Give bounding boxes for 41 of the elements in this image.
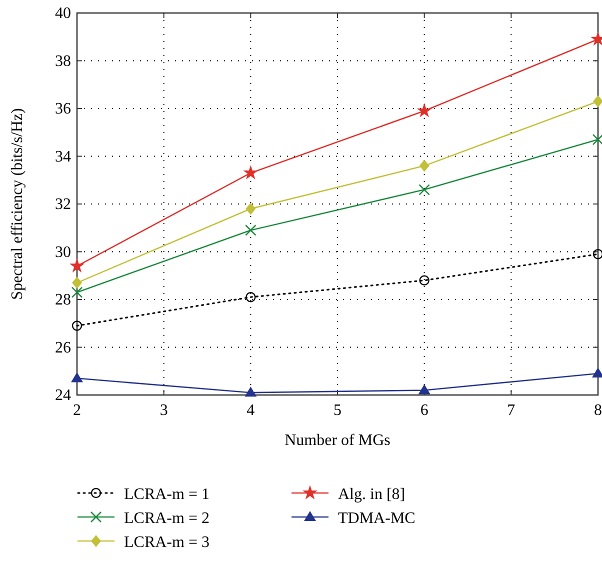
x-axis-title: Number of MGs [284,432,390,449]
point [72,320,82,331]
y-tick-label: 30 [55,244,71,261]
y-tick-label: 24 [55,387,71,404]
x-tick-label: 6 [420,402,428,419]
y-tick-label: 34 [55,148,71,166]
point [419,160,430,172]
point [593,95,602,108]
legend-label: LCRA-m = 1 [124,486,210,503]
point [245,224,256,236]
point [416,102,432,118]
y-tick-label: 36 [55,100,71,118]
point [246,292,256,302]
y-tick-label: 32 [55,196,71,213]
legend-label: TDMA-MC [338,510,416,527]
point [71,286,83,298]
y-tick-label: 38 [55,52,71,70]
y-tick-label: 40 [55,5,71,22]
point [71,372,83,382]
point [418,184,430,196]
point [246,202,256,215]
legend-label: LCRA-m = 2 [124,510,210,527]
point [592,134,602,146]
x-tick-label: 5 [334,402,342,419]
point [72,276,82,289]
y-tick-label: 28 [55,292,71,308]
legend-label: LCRA-m = 3 [124,534,210,551]
point [69,258,85,272]
x-tick-label: 8 [594,402,602,419]
y-tick-label: 26 [55,339,71,356]
point [419,275,430,286]
y-axis-title: Spectral efficiency (bits/s/Hz) [9,108,26,300]
point [418,384,430,394]
x-tick-label: 3 [160,402,168,419]
x-tick-label: 4 [246,402,255,419]
x-tick-label: 2 [73,402,81,419]
point [244,386,257,397]
legend-label: Alg. in [8] [338,486,406,503]
point [592,249,602,260]
x-tick-label: 7 [507,402,516,419]
point [243,165,258,180]
